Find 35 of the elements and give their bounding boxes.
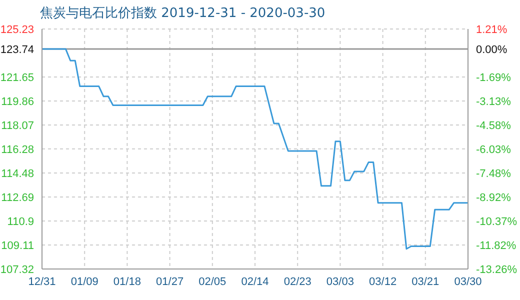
y2-tick-label: -10.37% xyxy=(476,216,518,228)
y2-tick-label: -8.92% xyxy=(476,192,512,204)
y-tick-label: 116.28 xyxy=(1,144,34,156)
y-tick-label: 125.23 xyxy=(0,24,34,36)
y-tick-label: 121.65 xyxy=(0,72,34,84)
y2-tick-label: -1.69% xyxy=(476,72,512,84)
y-tick-label: 118.07 xyxy=(1,120,34,132)
chart-title: 焦炭与电石比价指数 2019-12-31 - 2020-03-30 xyxy=(40,5,326,22)
y-tick-label: 109.11 xyxy=(1,240,34,252)
x-tick-label: 03/21 xyxy=(412,276,440,288)
y2-tick-label: -4.58% xyxy=(476,120,512,132)
line-series xyxy=(42,48,468,250)
x-tick-label: 01/18 xyxy=(113,276,141,288)
x-tick-label: 12/31 xyxy=(28,276,56,288)
y2-tick-label: -13.26% xyxy=(476,264,518,276)
x-tick-label: 01/09 xyxy=(70,276,98,288)
y2-tick-label: -3.13% xyxy=(476,96,512,108)
x-tick-label: 03/03 xyxy=(326,276,354,288)
x-tick-label: 03/30 xyxy=(454,276,482,288)
y-tick-label: 119.86 xyxy=(1,96,34,108)
y-tick-label: 123.74 xyxy=(0,44,34,56)
x-tick-label: 02/14 xyxy=(241,276,269,288)
y-tick-label: 112.69 xyxy=(1,192,34,204)
y2-tick-label: 0.00% xyxy=(476,44,508,56)
x-tick-label: 01/27 xyxy=(156,276,184,288)
y2-tick-label: -6.03% xyxy=(476,144,512,156)
y-tick-label: 107.32 xyxy=(0,264,34,276)
x-tick-label: 03/12 xyxy=(369,276,397,288)
y2-tick-label: -11.82% xyxy=(476,240,516,252)
y2-tick-label: -7.48% xyxy=(476,168,512,180)
y-tick-label: 114.48 xyxy=(1,168,34,180)
y-tick-label: 110.9 xyxy=(7,216,34,228)
y2-tick-label: 1.21% xyxy=(476,24,508,36)
x-tick-label: 02/05 xyxy=(198,276,226,288)
x-tick-label: 02/23 xyxy=(284,276,312,288)
